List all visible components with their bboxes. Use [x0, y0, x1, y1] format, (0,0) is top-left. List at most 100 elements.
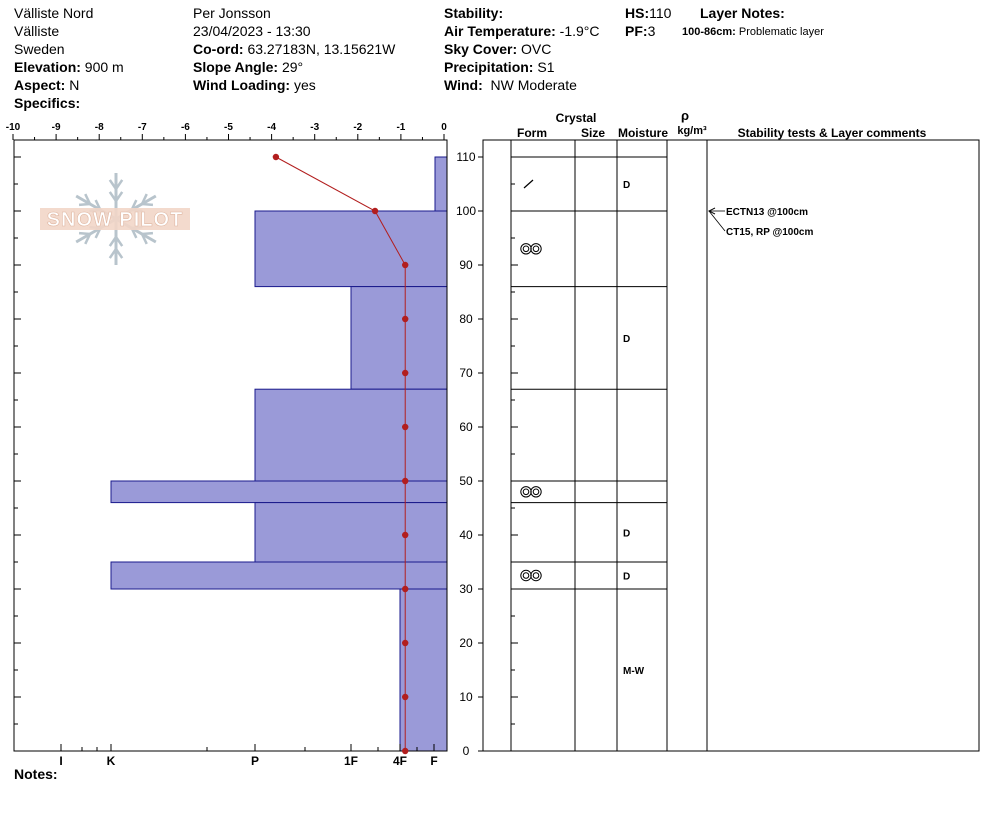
logo-flake-branch: [141, 202, 154, 207]
temperature-point: [402, 369, 409, 377]
region-name: Välliste: [14, 23, 60, 39]
pf-label: PF:: [625, 23, 648, 39]
hardness-bar-2: [350, 286, 448, 390]
aspect-value: N: [69, 77, 80, 93]
depth-tick-label: 100: [456, 204, 476, 218]
hoar-ring-inner: [532, 245, 540, 253]
hardness-bars: [110, 156, 448, 752]
depth-tick-label: 90: [459, 258, 473, 272]
hoar-ring-inner: [532, 572, 540, 579]
layer-notes-field: Layer Notes:: [700, 4, 785, 22]
logo-banner: [40, 208, 190, 230]
logo-flake-branch: [114, 191, 124, 202]
temp-tick-label: 0: [441, 122, 447, 133]
temp-tick-label: -7: [138, 122, 147, 133]
layer-note: 100-86cm: Problematic layer: [682, 23, 824, 41]
stability-test-label: ECTN13 @100cm: [726, 207, 808, 218]
layer-table-frame: [482, 139, 980, 752]
temperature-line: [275, 156, 406, 751]
pf-value: 3: [647, 23, 656, 39]
logo-flake-branch: [114, 179, 124, 190]
temperature-point: [402, 423, 409, 431]
logo-flake-branch: [108, 179, 118, 190]
stability-arrow: [708, 207, 716, 215]
temperature-point: [402, 477, 409, 485]
depth-tick-label: 60: [459, 420, 473, 434]
logo-flake-branch: [108, 248, 118, 259]
logo-flake-branch: [78, 231, 91, 236]
hoar-ring: [520, 486, 532, 498]
logo-flake-branch: [140, 233, 148, 245]
logo-text: SNOW PILOT: [47, 209, 184, 231]
hardness-bar-7: [399, 588, 448, 752]
hardness-bar-3: [254, 388, 448, 482]
form-header: Form: [517, 126, 547, 140]
moisture-value: D: [623, 572, 630, 583]
stability-test: CT15, RP @100cm: [708, 207, 813, 238]
wind-loading-field: Wind Loading: yes: [193, 76, 316, 94]
precip-value: S1: [537, 59, 555, 75]
hs-field: HS:110: [625, 4, 671, 22]
hoar-ring: [520, 569, 532, 582]
layer-note-text: Problematic layer: [738, 26, 824, 38]
sky-cover-value: OVC: [521, 41, 552, 57]
moisture-value: D: [623, 180, 630, 191]
hardness-tick-label: 4F: [393, 754, 407, 768]
chart-axes: -10 -9 -8 -7 -6 -5 -4 -3 -2 -1 0I K P 1F 4F F0102030405…: [6, 122, 483, 768]
temp-tick-label: -3: [310, 122, 319, 133]
hardness-tick-label: K: [107, 754, 116, 768]
stability-test-label: CT15, RP @100cm: [726, 227, 813, 238]
temp-tick-label: -10: [6, 122, 21, 133]
precip-particle-icon: [523, 179, 534, 189]
air-temp-label: Air Temperature:: [444, 23, 556, 39]
elevation-value: 900 m: [84, 59, 124, 75]
hoar-ring-inner: [522, 572, 530, 579]
stability-label: Stability:: [444, 5, 504, 21]
air-temp-value: -1.9°C: [559, 23, 600, 39]
stability-leader: [708, 210, 726, 232]
logo-flake-branch: [114, 248, 124, 259]
temperature-profile: [272, 153, 409, 755]
observation-datetime: 23/04/2023 - 13:30: [193, 23, 311, 39]
temperature-point: [402, 261, 409, 269]
specifics-field: Specifics:: [14, 94, 80, 112]
hoar-ring: [530, 569, 542, 582]
coord-value: 63.27183N, 13.15621W: [247, 41, 396, 57]
stability-test: ECTN13 @100cm: [708, 207, 808, 218]
logo-flake-branch: [140, 193, 148, 205]
moisture-value: D: [623, 528, 630, 539]
surface-hoar-icon: [520, 243, 542, 255]
chart-frames: [13, 139, 980, 752]
hardness-bar-1: [254, 210, 448, 288]
size-header: Size: [581, 126, 605, 140]
aspect-field: Aspect: N: [14, 76, 79, 94]
depth-tick-label: 50: [459, 474, 473, 488]
surface-hoar-icon: [520, 569, 542, 582]
layer-notes-label: Layer Notes:: [700, 5, 785, 21]
logo-flake-branch: [108, 236, 118, 247]
hardness-bar-6: [110, 561, 448, 590]
hoar-ring-inner: [522, 245, 530, 253]
hs-value: 110: [649, 5, 672, 21]
depth-tick-label: 80: [459, 312, 473, 326]
logo-flake-branch: [78, 202, 91, 207]
moisture-value: D: [623, 334, 630, 345]
location-name: Välliste Nord: [14, 5, 94, 21]
temperature-point: [402, 747, 409, 755]
coord-field: Co-ord: 63.27183N, 13.15621W: [193, 40, 395, 58]
crystal-header: Crystal: [556, 111, 597, 125]
coord-label: Co-ord:: [193, 41, 244, 57]
depth-tick-label: 0: [463, 744, 470, 758]
temperature-point: [272, 153, 280, 161]
temp-tick-label: -4: [267, 122, 276, 133]
hs-label: HS:: [625, 5, 650, 21]
hardness-tick-label: P: [251, 754, 259, 768]
moisture-value: M-W: [623, 666, 645, 677]
hoar-ring: [530, 243, 542, 255]
moisture-header: Moisture: [618, 126, 668, 140]
logo-flake-branch: [84, 193, 92, 205]
slope-label: Slope Angle:: [193, 59, 279, 75]
hoar-ring-inner: [522, 488, 530, 496]
logo-flake-branch: [141, 231, 154, 236]
wind-loading-label: Wind Loading:: [193, 77, 291, 93]
